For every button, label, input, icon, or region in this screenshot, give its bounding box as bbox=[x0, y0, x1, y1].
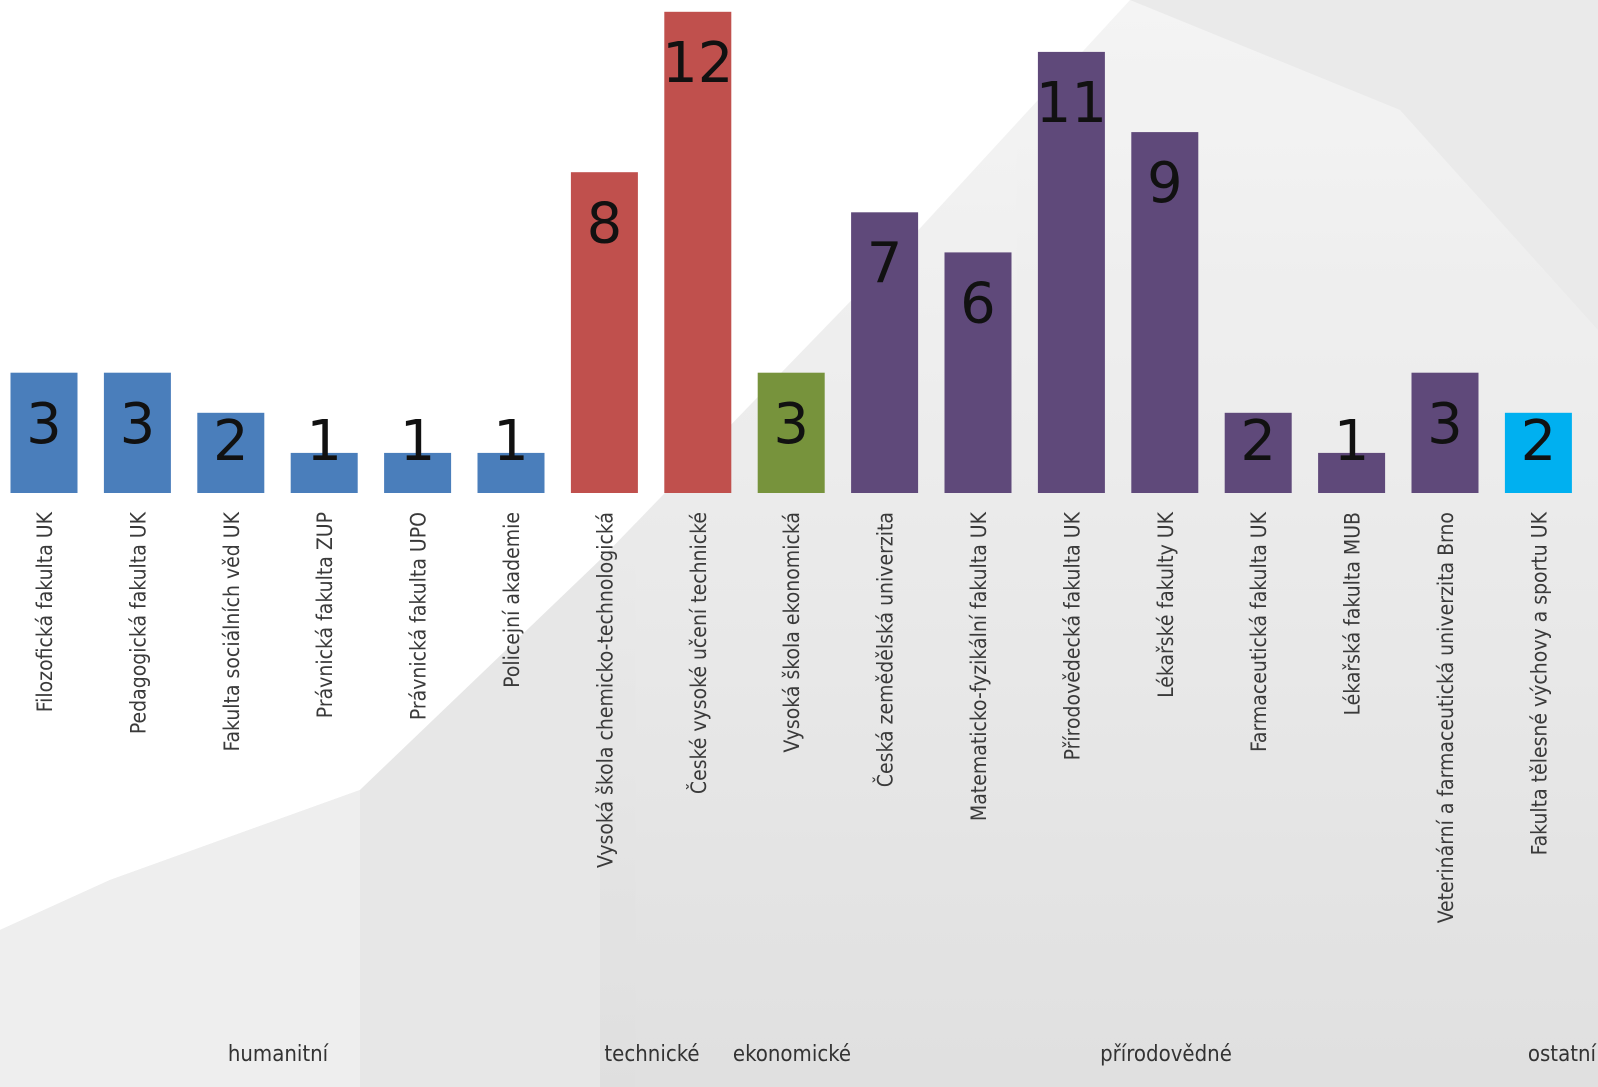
category-label: České vysoké učení technické bbox=[686, 512, 711, 794]
category-label: Vysoká škola ekonomická bbox=[780, 512, 804, 753]
bar bbox=[570, 172, 638, 493]
category-label: Policejní akademie bbox=[500, 512, 524, 688]
category-label: Česká zemědělská univerzita bbox=[873, 512, 898, 787]
value-label: 3 bbox=[26, 392, 62, 457]
value-label: 7 bbox=[867, 231, 903, 296]
value-label: 1 bbox=[400, 409, 436, 474]
group-label: ekonomické bbox=[733, 1042, 851, 1067]
category-label: Farmaceutická fakulta UK bbox=[1247, 511, 1271, 752]
value-label: 9 bbox=[1147, 151, 1183, 216]
value-label: 3 bbox=[120, 392, 156, 457]
value-label: 3 bbox=[773, 392, 809, 457]
value-label: 2 bbox=[213, 409, 249, 474]
category-label: Lékařská fakulta MUB bbox=[1341, 512, 1365, 716]
bar bbox=[944, 252, 1012, 493]
bar bbox=[1224, 412, 1292, 493]
bar bbox=[757, 372, 825, 493]
category-label: Filozofická fakulta UK bbox=[33, 511, 57, 712]
bar bbox=[10, 372, 78, 493]
value-label: 12 bbox=[662, 31, 733, 96]
bar bbox=[197, 412, 265, 493]
category-label: Lékařské fakulty UK bbox=[1154, 511, 1178, 698]
value-label: 1 bbox=[493, 409, 529, 474]
bar bbox=[384, 452, 452, 493]
group-label: ostatní bbox=[1528, 1042, 1598, 1067]
value-label: 6 bbox=[960, 272, 996, 337]
value-label: 2 bbox=[1521, 409, 1557, 474]
value-label: 11 bbox=[1036, 71, 1107, 136]
value-label: 3 bbox=[1427, 392, 1463, 457]
bar bbox=[1037, 51, 1105, 494]
bar bbox=[290, 452, 358, 493]
value-label: 2 bbox=[1240, 409, 1276, 474]
value-label: 1 bbox=[306, 409, 342, 474]
category-label: Veterinární a farmaceutická univerzita B… bbox=[1434, 512, 1458, 923]
category-label: Fakulta tělesné výchovy a sportu UK bbox=[1527, 511, 1551, 855]
category-label: Právnická fakulta ZUP bbox=[313, 512, 337, 718]
bar bbox=[851, 212, 919, 494]
value-label: 1 bbox=[1334, 409, 1370, 474]
group-label: přírodovědné bbox=[1100, 1042, 1232, 1067]
category-label: Fakulta sociálních věd UK bbox=[220, 511, 244, 751]
bar bbox=[1504, 412, 1572, 493]
value-label: 8 bbox=[587, 191, 623, 256]
category-label: Právnická fakulta UPO bbox=[407, 512, 431, 720]
bar bbox=[477, 452, 545, 493]
category-label: Přírodovědecká fakulta UK bbox=[1060, 511, 1084, 760]
group-label: technické bbox=[604, 1042, 699, 1067]
bar bbox=[103, 372, 171, 493]
category-label: Vysoká škola chemicko-technologická bbox=[593, 512, 617, 868]
bar bbox=[1131, 132, 1199, 493]
bar bbox=[1411, 372, 1479, 493]
bar bbox=[1318, 452, 1386, 493]
bar bbox=[664, 11, 732, 494]
category-label: Matematicko-fyzikální fakulta UK bbox=[967, 511, 991, 821]
category-label: Pedagogická fakulta UK bbox=[126, 511, 150, 734]
group-label: humanitní bbox=[228, 1042, 330, 1067]
